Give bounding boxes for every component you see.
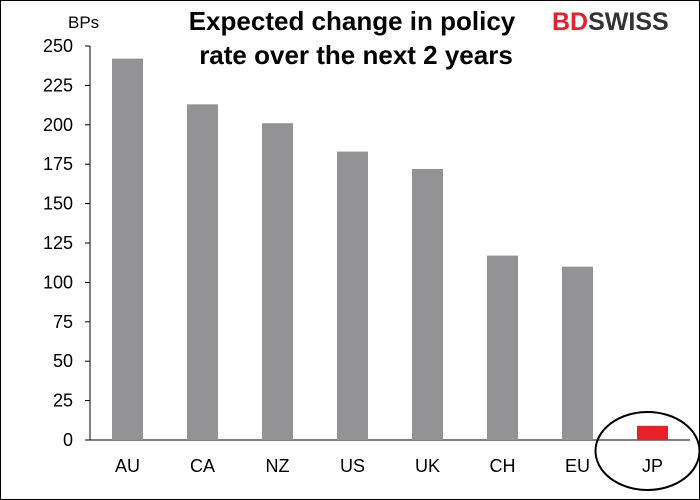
y-tick-label: 25 (53, 391, 73, 411)
y-tick-label: 225 (43, 75, 73, 95)
x-tick-label: AU (115, 456, 140, 476)
x-tick-label: NZ (266, 456, 290, 476)
x-tick-label: CH (490, 456, 516, 476)
y-tick-label: 200 (43, 115, 73, 135)
x-tick-label: CA (190, 456, 215, 476)
x-tick-label: US (340, 456, 365, 476)
y-tick-label: 175 (43, 154, 73, 174)
x-tick-label: UK (415, 456, 440, 476)
x-axis: AU CA NZ US UK CH EU JP (90, 439, 690, 476)
chart-title-line-2: rate over the next 2 years (199, 40, 513, 70)
logo-swiss: SWISS (588, 8, 669, 36)
brand-logo: BDSWISS (552, 8, 669, 36)
y-tick-label: 125 (43, 233, 73, 253)
bars (112, 58, 668, 441)
y-tick-label: 100 (43, 272, 73, 292)
chart-title-line-1: Expected change in policy (189, 6, 516, 36)
bar-au (112, 58, 143, 440)
y-tick-label: 0 (63, 430, 73, 450)
x-tick-label: EU (565, 456, 590, 476)
bar-ca (187, 104, 218, 440)
bar-us (337, 151, 368, 441)
x-tick-label: JP (642, 456, 663, 476)
y-tick-label: 50 (53, 351, 73, 371)
bar-ch (487, 255, 518, 440)
bar-eu (562, 266, 593, 440)
y-axis: 0 25 50 75 100 125 150 175 200 225 250 (43, 36, 91, 450)
bar-jp (637, 425, 668, 440)
y-tick-label: 75 (53, 312, 73, 332)
jp-highlight-ellipse (594, 411, 700, 491)
bar-uk (412, 168, 443, 441)
y-tick-label: 250 (43, 36, 73, 56)
logo-bd: BD (552, 8, 588, 36)
y-axis-label: BPs (68, 13, 99, 32)
bar-nz (262, 123, 293, 440)
y-tick-label: 150 (43, 194, 73, 214)
